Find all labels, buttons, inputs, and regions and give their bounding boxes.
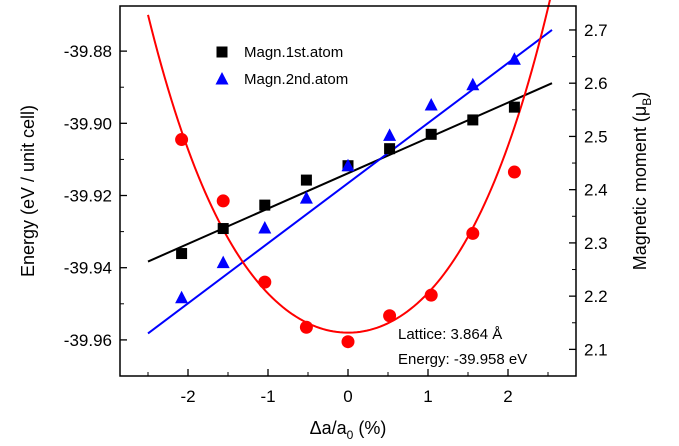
- fit-line: [147, 0, 551, 334]
- x-tick-label: 0: [343, 387, 352, 406]
- y-tick-label: -39.92: [64, 187, 112, 206]
- y2-tick-label: 2.2: [584, 287, 608, 306]
- y2-tick-label: 2.1: [584, 340, 608, 359]
- x-axis-label-tail: (%): [353, 418, 386, 438]
- x-tick-label: -2: [180, 387, 195, 406]
- circle-marker: [299, 320, 313, 334]
- triangle-marker: [341, 158, 355, 172]
- y2-tick-label: 2.4: [584, 181, 608, 200]
- y2-tick-label: 2.6: [584, 74, 608, 93]
- circle-marker: [424, 288, 438, 302]
- triangle-marker: [175, 290, 189, 304]
- fit-curves: [147, 0, 553, 335]
- legend-marker-square: [216, 46, 228, 58]
- y2-axis-label-main: Magnetic moment (μ: [630, 106, 650, 270]
- annotation-energy: Energy: -39.958 eV: [398, 351, 527, 368]
- square-marker: [467, 114, 479, 126]
- square-marker: [384, 143, 396, 155]
- square-marker: [259, 199, 271, 211]
- annotation-lattice: Lattice: 3.864 Å: [398, 326, 502, 343]
- y-tick-label: -39.96: [64, 331, 112, 350]
- fit-line: [147, 82, 553, 263]
- square-marker: [300, 174, 312, 186]
- y2-axis-label-sub: B: [640, 98, 654, 106]
- y-tick-label: -39.94: [64, 259, 112, 278]
- circle-marker: [341, 335, 355, 349]
- square-marker: [425, 128, 437, 140]
- y-tick-label: -39.88: [64, 42, 112, 61]
- x-axis-label: Δa/a0 (%): [310, 418, 387, 442]
- x-tick-label: 1: [423, 387, 432, 406]
- triangle-marker: [424, 98, 438, 111]
- square-marker: [217, 223, 229, 235]
- y-tick-label: -39.90: [64, 114, 112, 133]
- circle-marker: [466, 226, 480, 240]
- triangle-marker: [258, 221, 272, 234]
- square-marker: [176, 248, 188, 260]
- circle-marker: [216, 194, 230, 208]
- y2-tick-label: 2.7: [584, 21, 608, 40]
- circle-marker: [507, 165, 521, 179]
- triangle-marker: [507, 52, 521, 65]
- legend-label-2nd-atom: Magn.2nd.atom: [244, 71, 348, 88]
- y2-axis-label: Magnetic moment (μB): [630, 92, 654, 270]
- circle-marker: [175, 133, 189, 147]
- y-axis-label: Energy (eV / unit cell): [18, 105, 38, 277]
- x-tick-label: -1: [260, 387, 275, 406]
- axis-ticks: -2 -1 0 1 2 -39.88 -39.90 -39.92 -39.94 -39.96 2.1…: [64, 21, 608, 406]
- legend-label-1st-atom: Magn.1st.atom: [244, 44, 343, 61]
- x-axis-label-sub: 0: [347, 428, 354, 442]
- fit-line: [147, 29, 553, 335]
- y2-axis-label-tail: ): [630, 92, 650, 98]
- circle-marker: [383, 309, 397, 323]
- triangle-marker: [299, 191, 313, 204]
- legend: Magn.1st.atom Magn.2nd.atom: [215, 44, 348, 88]
- y2-tick-label: 2.3: [584, 234, 608, 253]
- x-axis-label-main: Δa/a: [310, 418, 348, 438]
- x-tick-label: 2: [503, 387, 512, 406]
- triangle-marker: [383, 128, 397, 141]
- plot-frame: [119, 5, 577, 377]
- triangle-marker: [466, 77, 480, 91]
- triangle-marker: [216, 255, 230, 269]
- square-marker: [508, 101, 520, 113]
- legend-marker-triangle: [215, 72, 229, 85]
- data-markers: [175, 52, 521, 349]
- circle-marker: [258, 275, 272, 289]
- y2-tick-label: 2.5: [584, 127, 608, 146]
